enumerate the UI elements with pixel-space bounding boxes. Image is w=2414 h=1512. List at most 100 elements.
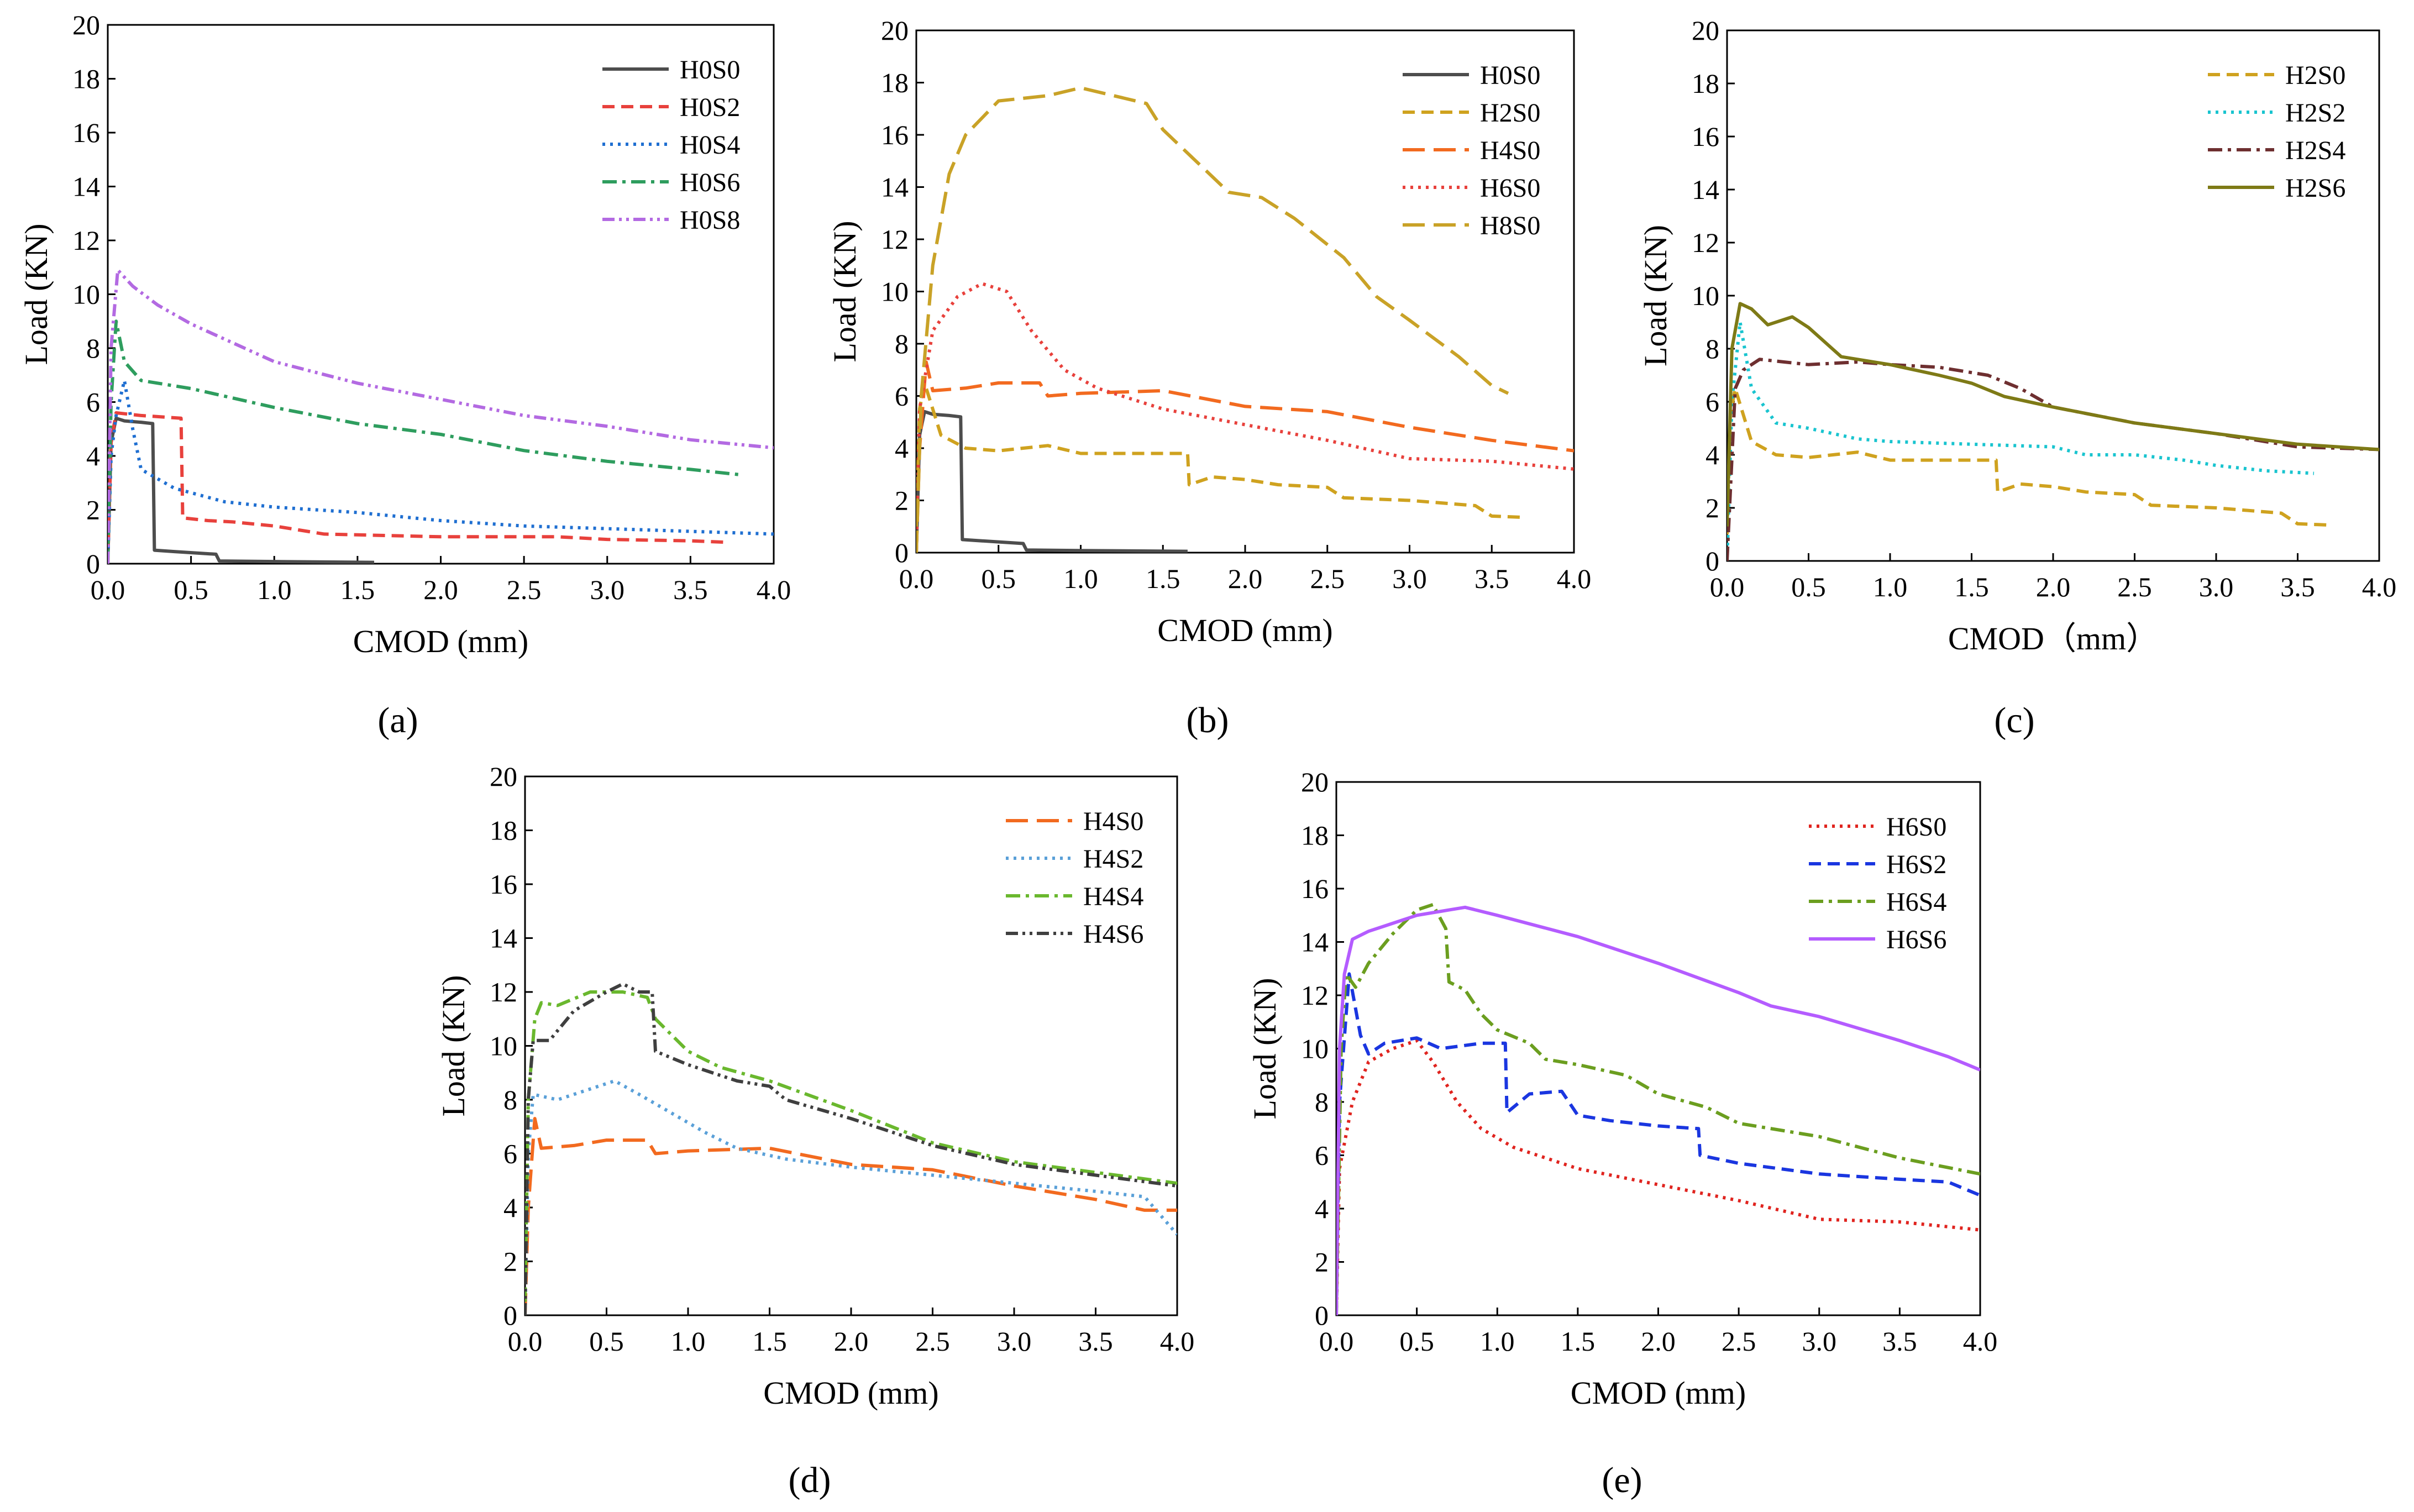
chart4-x-tick-label: 3.5: [1882, 1326, 1917, 1357]
chart3-axes-frame: [524, 775, 1178, 1316]
chart2-y-tick-label: 0: [1705, 545, 1719, 576]
chart1-series-h6s0: [916, 282, 1574, 553]
chart3-x-axis-title: CMOD (mm): [763, 1375, 938, 1411]
chart4-axes-frame: [1335, 781, 1981, 1316]
chart3-y-tick-label: 14: [490, 923, 517, 954]
panel-b: 0.0 0.5 1.0 1.5 2.0 2.5 3.0 3.5 4.0 0 2 4 6 8 10 12 14 16…: [827, 15, 1591, 741]
plot-a: 0.0 0.5 1.0 1.5 2.0 2.5 3.0 3.5 4.0 0 2 4 6 8 10 12 14 16…: [18, 9, 791, 659]
chart2-x-tick-label: 3.0: [2199, 571, 2234, 602]
chart3-y-tick-label: 20: [490, 761, 517, 792]
chart0-x-tick-label: 1.5: [340, 574, 375, 605]
chart0-x-tick-label: 0.5: [174, 574, 208, 605]
chart1-x-tick-label: 0.5: [982, 563, 1016, 594]
chart4-y-tick-label: 4: [1315, 1193, 1329, 1224]
chart3-legend-label-h4s6: H4S6: [1083, 920, 1143, 949]
chart0-x-tick-label: 4.0: [757, 574, 791, 605]
chart3-x-tick-label: 3.5: [1078, 1326, 1113, 1357]
chart0-y-tick-label: 2: [86, 495, 100, 526]
chart2-x-axis-title: CMOD（mm）: [1948, 621, 2158, 657]
chart4-series-h6s4: [1336, 902, 1980, 1315]
plot-d: 0.0 0.5 1.0 1.5 2.0 2.5 3.0 3.5 4.0 0 2 4 6 8 10 12 14 16…: [435, 761, 1194, 1411]
chart2-y-tick-label: 2: [1705, 492, 1719, 523]
chart2-y-tick-label: 18: [1692, 68, 1719, 99]
chart3-y-tick-label: 8: [503, 1084, 517, 1115]
chart0-x-tick-label: 2.5: [507, 574, 542, 605]
chart0-x-tick-label: 1.0: [257, 574, 292, 605]
chart4-y-tick-label: 14: [1301, 927, 1329, 958]
panel-a-label: (a): [377, 700, 418, 741]
chart4-x-tick-label: 3.0: [1802, 1326, 1837, 1357]
chart3-series-h4s4: [525, 990, 1177, 1302]
chart1-x-tick-label: 0.0: [899, 563, 934, 594]
chart0-x-axis-title: CMOD (mm): [353, 623, 528, 659]
chart2-x-tick-label: 2.0: [2036, 571, 2071, 602]
chart3-y-axis-title: Load (KN): [435, 975, 471, 1116]
chart2-axes-frame: [1726, 29, 2380, 562]
chart2-x-tick-label: 0.5: [1791, 571, 1826, 602]
chart4-legend-label-h6s2: H6S2: [1886, 850, 1946, 879]
chart0-y-tick-label: 4: [86, 440, 100, 471]
chart3-y-tick-label: 6: [503, 1138, 517, 1169]
chart2-series-h2s6: [1727, 302, 2379, 527]
chart3-y-tick-label: 4: [503, 1192, 517, 1223]
chart2-x-tick-label: 4.0: [2362, 571, 2397, 602]
chart2-y-tick-label: 16: [1692, 121, 1719, 152]
panel-b-label: (b): [1187, 700, 1229, 741]
chart1-y-tick-label: 10: [881, 276, 909, 307]
chart0-axes-frame: [107, 24, 775, 565]
chart1-legend-label-h4s0: H4S0: [1480, 136, 1540, 165]
chart1-legend-label-h8s0: H8S0: [1480, 211, 1540, 240]
chart1-x-tick-label: 1.0: [1063, 563, 1098, 594]
chart3-legend-label-h4s0: H4S0: [1083, 807, 1143, 836]
chart2-x-tick-label: 0.0: [1710, 571, 1745, 602]
chart3-y-tick-label: 18: [490, 815, 517, 846]
chart0-series-h0s4: [108, 379, 774, 564]
chart2-series-h2s4: [1727, 358, 2379, 561]
chart2-series-h2s2: [1727, 321, 2315, 561]
chart0-x-tick-label: 3.0: [590, 574, 625, 605]
chart2-y-tick-label: 8: [1705, 333, 1719, 364]
chart4-x-tick-label: 2.0: [1641, 1326, 1676, 1357]
chart0-y-tick-label: 16: [72, 117, 100, 148]
chart2-y-tick-label: 12: [1692, 227, 1719, 258]
chart4-x-tick-label: 0.0: [1319, 1326, 1354, 1357]
chart1-y-tick-label: 6: [895, 381, 909, 412]
chart3-y-tick-label: 0: [503, 1300, 517, 1331]
chart1-y-tick-label: 0: [895, 537, 909, 568]
chart2-x-tick-label: 1.0: [1873, 571, 1908, 602]
chart4-y-tick-label: 2: [1315, 1247, 1329, 1278]
chart4-series-h6s2: [1336, 972, 1980, 1315]
chart4-legend-label-h6s6: H6S6: [1886, 925, 1946, 954]
chart3-x-tick-label: 2.5: [915, 1326, 950, 1357]
chart4-y-tick-label: 0: [1315, 1300, 1329, 1331]
chart0-y-axis-title: Load (KN): [18, 223, 54, 365]
chart4-y-tick-label: 18: [1301, 820, 1329, 851]
chart1-x-tick-label: 3.0: [1392, 563, 1427, 594]
chart1-series-h0s0: [916, 410, 1188, 553]
chart1-y-tick-label: 2: [895, 485, 909, 516]
chart0-legend-label-h0s6: H0S6: [680, 168, 740, 197]
plot-e: 0.0 0.5 1.0 1.5 2.0 2.5 3.0 3.5 4.0 0 2 4 6 8 10 12 14 16…: [1247, 767, 1997, 1411]
chart4-x-axis-title: CMOD (mm): [1571, 1375, 1746, 1411]
chart1-y-tick-label: 18: [881, 67, 909, 98]
chart4-y-tick-label: 10: [1301, 1033, 1329, 1064]
chart0-legend-label-h0s0: H0S0: [680, 55, 740, 85]
panel-c-label: (c): [1994, 700, 2034, 741]
panel-e-label: (e): [1602, 1460, 1642, 1500]
chart2-legend-label-h2s2: H2S2: [2285, 98, 2345, 128]
chart1-x-tick-label: 3.5: [1474, 563, 1509, 594]
chart2-x-tick-label: 3.5: [2280, 571, 2315, 602]
chart1-y-tick-label: 8: [895, 328, 909, 359]
chart2-x-tick-label: 2.5: [2117, 571, 2152, 602]
chart1-y-tick-label: 20: [881, 15, 909, 46]
chart0-series-h0s6: [108, 319, 741, 564]
chart0-y-tick-label: 0: [86, 548, 100, 579]
plot-b: 0.0 0.5 1.0 1.5 2.0 2.5 3.0 3.5 4.0 0 2 4 6 8 10 12 14 16…: [827, 15, 1591, 648]
chart1-axes-frame: [915, 29, 1575, 554]
chart2-x-tick-label: 1.5: [1954, 571, 1989, 602]
chart0-legend-label-h0s2: H0S2: [680, 93, 740, 122]
chart4-x-tick-label: 4.0: [1963, 1326, 1998, 1357]
chart3-y-tick-label: 2: [503, 1246, 517, 1277]
chart4-y-tick-label: 20: [1301, 767, 1329, 797]
chart1-y-tick-label: 12: [881, 224, 909, 255]
